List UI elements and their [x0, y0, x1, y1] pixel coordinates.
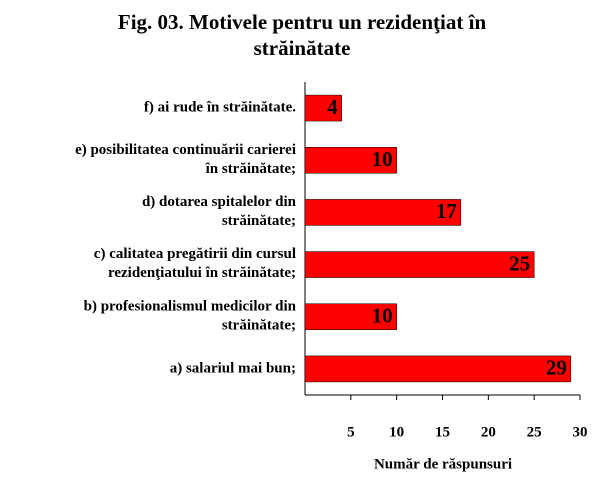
- bar: [304, 355, 572, 383]
- chart-title: Fig. 03. Motivele pentru un rezidenţiat …: [118, 10, 487, 60]
- x-tick-label: 20: [481, 424, 496, 440]
- value-label: 10: [372, 147, 393, 171]
- x-tick-label: 30: [573, 424, 588, 440]
- bar: [304, 251, 535, 278]
- x-tick-label: 15: [435, 424, 450, 440]
- x-tick-label: 10: [389, 424, 404, 440]
- bar: [304, 94, 342, 122]
- bar: [304, 303, 397, 330]
- y-tick-label: c) calitatea pregătirii din cursul rezide…: [94, 247, 296, 282]
- y-tick-label: a) salariul mai bun;: [170, 360, 296, 376]
- value-label: 4: [327, 95, 338, 119]
- x-tick-label: 5: [347, 424, 355, 440]
- x-axis-label: Număr de răspunsuri: [374, 456, 512, 472]
- value-label: 10: [372, 304, 393, 328]
- bar: [304, 147, 397, 174]
- y-tick-label: d) dotarea spitalelor din străinătate;: [142, 194, 297, 229]
- value-label: 17: [436, 199, 457, 223]
- y-tick-label: e) posibilitatea continuării carierei în …: [75, 142, 296, 177]
- value-label: 29: [546, 356, 567, 380]
- x-tick-label: 25: [527, 424, 542, 440]
- y-tick-label: f) ai rude în străinătate.: [144, 100, 296, 116]
- value-label: 25: [509, 251, 530, 275]
- y-tick-label: b) profesionalismul medicilor din străină…: [84, 299, 297, 334]
- bar: [304, 199, 462, 226]
